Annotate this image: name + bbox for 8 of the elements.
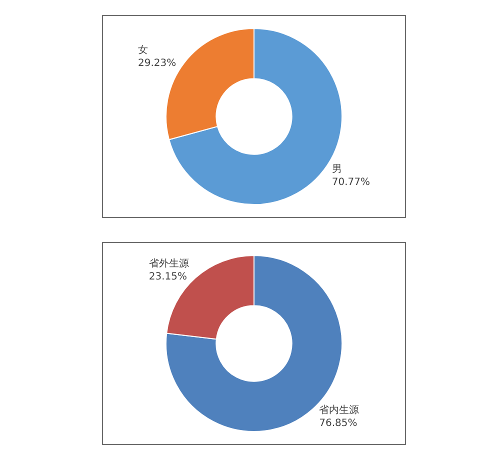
- slice-label: 省内生源: [319, 404, 360, 416]
- data-label: 70.77%: [332, 177, 370, 188]
- data-label: 23.15%: [148, 271, 187, 282]
- data-label: 29.23%: [138, 58, 176, 70]
- data-label: 76.85%: [319, 418, 358, 429]
- slice-label: 女: [138, 44, 148, 56]
- slice-label: 省外生源: [148, 257, 189, 270]
- slice-label: 男: [332, 164, 342, 176]
